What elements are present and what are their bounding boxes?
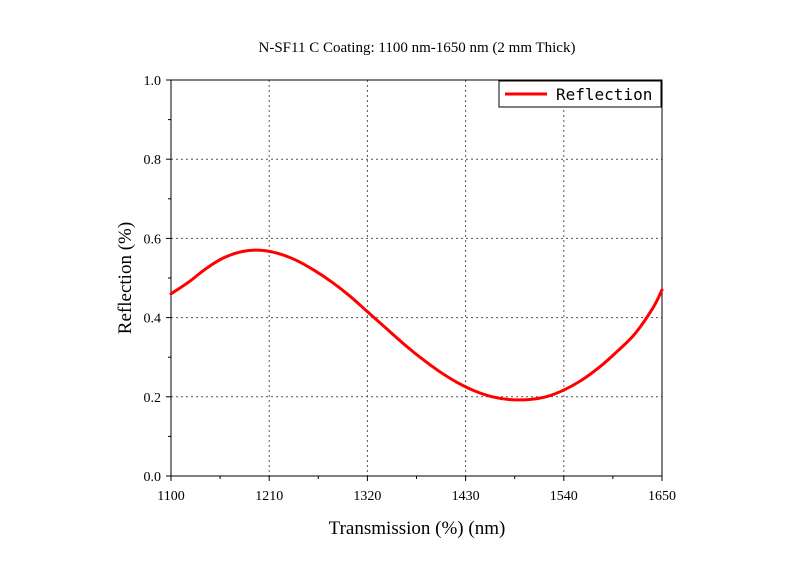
- y-tick-label: 0.0: [144, 470, 162, 485]
- x-axis-label: Transmission (%) (nm): [329, 518, 506, 539]
- legend-box: [498, 80, 662, 108]
- y-tick-label: 0.4: [144, 312, 162, 327]
- tick-marks: [166, 79, 663, 481]
- x-tick-label: 1320: [353, 489, 381, 504]
- legend: Reflection: [498, 80, 662, 108]
- y-tick-label: 1.0: [144, 74, 162, 89]
- grid: [171, 80, 662, 476]
- y-tick-label: 0.6: [144, 232, 162, 247]
- x-tick-label: 1430: [452, 489, 480, 504]
- chart-title: N-SF11 C Coating: 1100 nm-1650 nm (2 mm …: [259, 40, 576, 56]
- y-tick-label: 0.2: [144, 391, 162, 406]
- reflection-series-line: [169, 248, 664, 402]
- x-tick-label: 1540: [550, 489, 578, 504]
- y-tick-label: 0.8: [144, 153, 162, 168]
- x-tick-label: 1210: [255, 489, 283, 504]
- x-tick-labels: 1100 1210 1320 1430 1540 1650: [157, 489, 676, 504]
- plot-frame: [170, 79, 663, 477]
- y-tick-labels: 0.0 0.2 0.4 0.6 0.8 1.0: [144, 74, 162, 485]
- legend-label: Reflection: [556, 85, 652, 104]
- y-axis-label: Reflection (%): [115, 222, 136, 334]
- x-tick-label: 1650: [648, 489, 676, 504]
- x-tick-label: 1100: [157, 489, 184, 504]
